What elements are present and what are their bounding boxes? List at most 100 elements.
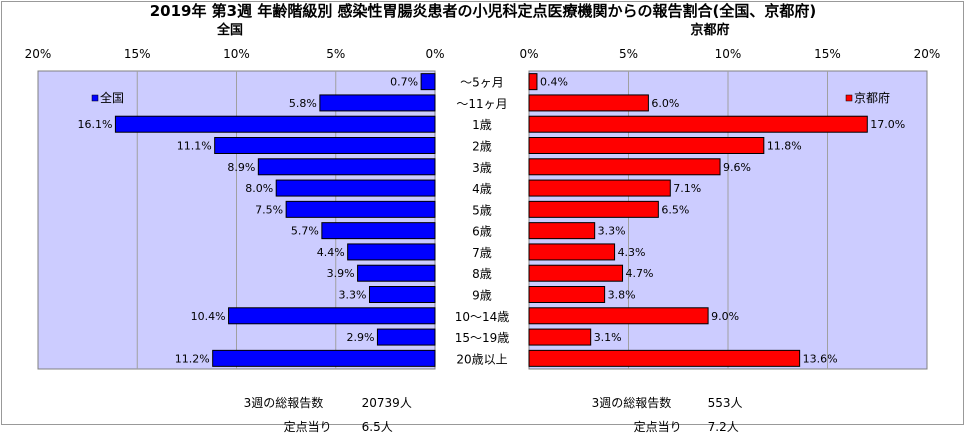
kyoto-bar xyxy=(528,286,606,303)
kyoto-bar xyxy=(528,328,592,346)
national-total-value: 20739人 xyxy=(361,396,412,410)
national-bar xyxy=(347,243,436,261)
national-value-label: 5.8% xyxy=(289,97,317,110)
national-bar xyxy=(114,115,436,133)
national-value-label: 11.1% xyxy=(177,140,212,153)
kyoto-per-row: 定点当り 7.2人 xyxy=(626,404,739,435)
national-bar xyxy=(275,179,436,197)
kyoto-value-label: 3.1% xyxy=(594,331,622,344)
kyoto-tick-label: 15% xyxy=(814,47,841,61)
category-label: 6歳 xyxy=(472,225,492,239)
national-legend-swatch xyxy=(91,94,99,102)
kyoto-panel-title: 京都府 xyxy=(690,22,729,38)
national-bar xyxy=(376,328,436,346)
national-bar xyxy=(257,158,436,176)
kyoto-total-row: 3週の総報告数 553人 xyxy=(584,380,743,411)
chart-title: 2019年 第3週 年齢階級別 感染性胃腸炎患者の小児科定点医療機関からの報告割… xyxy=(150,2,817,20)
category-label: 8歳 xyxy=(472,267,492,281)
kyoto-total-value: 553人 xyxy=(707,396,743,410)
category-label: 1歳 xyxy=(472,118,492,132)
national-panel-title: 全国 xyxy=(216,22,243,38)
national-tick-label: 10% xyxy=(223,47,250,61)
national-value-label: 16.1% xyxy=(77,118,112,131)
kyoto-value-label: 13.6% xyxy=(803,352,838,365)
kyoto-value-label: 9.0% xyxy=(711,310,739,323)
category-label: 9歳 xyxy=(472,289,492,303)
national-total-label: 3週の総報告数 xyxy=(243,396,324,410)
kyoto-value-label: 11.8% xyxy=(767,140,802,153)
national-bar xyxy=(228,307,436,325)
kyoto-bar xyxy=(528,115,868,133)
kyoto-bar xyxy=(528,243,616,261)
national-bar xyxy=(357,264,436,282)
national-bar xyxy=(319,94,436,112)
category-label: ～11ヶ月 xyxy=(456,97,507,111)
kyoto-value-label: 3.8% xyxy=(608,289,636,302)
category-label: 5歳 xyxy=(472,203,492,217)
national-value-label: 10.4% xyxy=(191,310,226,323)
category-label: 15～19歳 xyxy=(455,331,510,345)
kyoto-per-label: 定点当り xyxy=(633,420,682,434)
national-bar xyxy=(214,137,436,154)
national-bar xyxy=(420,73,436,91)
national-per-label: 定点当り xyxy=(283,420,332,434)
category-label: 10～14歳 xyxy=(455,310,510,324)
category-label: 7歳 xyxy=(472,246,492,260)
chart-frame xyxy=(1,1,964,425)
national-legend-label: 全国 xyxy=(100,90,124,105)
kyoto-tick-label: 10% xyxy=(715,47,742,61)
kyoto-value-label: 9.6% xyxy=(723,161,751,174)
national-per-value: 6.5人 xyxy=(361,420,393,434)
kyoto-value-label: 17.0% xyxy=(870,118,905,131)
category-label: 3歳 xyxy=(472,161,492,175)
category-label: 4歳 xyxy=(472,182,492,196)
national-bar xyxy=(285,200,436,218)
kyoto-bar xyxy=(528,73,538,91)
category-label: ～5ヶ月 xyxy=(460,76,504,90)
kyoto-value-label: 7.1% xyxy=(673,182,701,195)
national-tick-label: 0% xyxy=(425,47,444,61)
national-tick-label: 20% xyxy=(25,47,52,61)
national-value-label: 3.9% xyxy=(327,267,355,280)
national-value-label: 8.9% xyxy=(227,161,255,174)
national-value-label: 11.2% xyxy=(175,352,210,365)
national-bar xyxy=(321,222,436,240)
national-tick-label: 15% xyxy=(124,47,151,61)
national-tick-label: 5% xyxy=(326,47,345,61)
category-label: 20歳以上 xyxy=(456,352,507,366)
kyoto-value-label: 6.5% xyxy=(661,203,689,216)
national-bar xyxy=(212,349,436,367)
national-value-label: 8.0% xyxy=(245,182,273,195)
national-value-label: 4.4% xyxy=(317,246,345,259)
category-label: 2歳 xyxy=(472,140,492,154)
kyoto-total-label: 3週の総報告数 xyxy=(591,396,672,410)
kyoto-bar xyxy=(528,94,649,112)
national-value-label: 7.5% xyxy=(255,203,283,216)
national-value-label: 5.7% xyxy=(291,225,319,238)
kyoto-tick-label: 0% xyxy=(519,47,538,61)
kyoto-bar xyxy=(528,349,801,367)
kyoto-bar xyxy=(528,179,671,197)
kyoto-per-value: 7.2人 xyxy=(707,420,739,434)
kyoto-bar xyxy=(528,307,709,325)
kyoto-value-label: 4.7% xyxy=(626,267,654,280)
kyoto-bar xyxy=(528,264,624,282)
national-bar xyxy=(368,286,436,303)
kyoto-tick-label: 20% xyxy=(914,47,941,61)
kyoto-value-label: 4.3% xyxy=(618,246,646,259)
kyoto-bar xyxy=(528,137,765,154)
national-value-label: 3.3% xyxy=(339,289,367,302)
kyoto-value-label: 3.3% xyxy=(598,225,626,238)
kyoto-bar xyxy=(528,222,596,240)
national-total-row: 3週の総報告数 20739人 xyxy=(236,380,412,411)
kyoto-bar xyxy=(528,200,659,218)
national-value-label: 2.9% xyxy=(346,331,374,344)
kyoto-bar xyxy=(528,158,721,176)
kyoto-value-label: 0.4% xyxy=(540,76,568,89)
kyoto-tick-label: 5% xyxy=(619,47,638,61)
national-per-row: 定点当り 6.5人 xyxy=(276,404,393,435)
kyoto-legend-label: 京都府 xyxy=(854,90,890,105)
kyoto-legend-swatch xyxy=(845,94,853,102)
national-value-label: 0.7% xyxy=(390,76,418,89)
